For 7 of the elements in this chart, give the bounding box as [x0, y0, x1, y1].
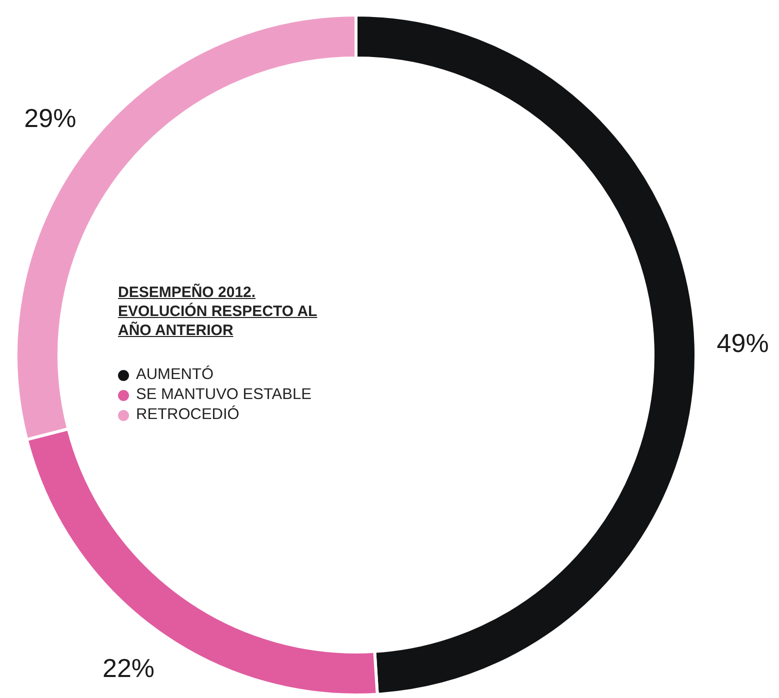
data-label: 22% [102, 653, 155, 684]
legend-label: RETROCEDIÓ [136, 405, 240, 425]
data-label: 49% [716, 328, 769, 358]
text: DESEMPEÑO 2012. EVOLUCIÓN RESPECTO AL AÑO ANTERIOR [118, 283, 318, 340]
legend-label: SE MANTUVO ESTABLE [136, 385, 312, 405]
data-label: 29% [24, 102, 76, 133]
legend-label: AUMENTÓ [136, 365, 214, 385]
